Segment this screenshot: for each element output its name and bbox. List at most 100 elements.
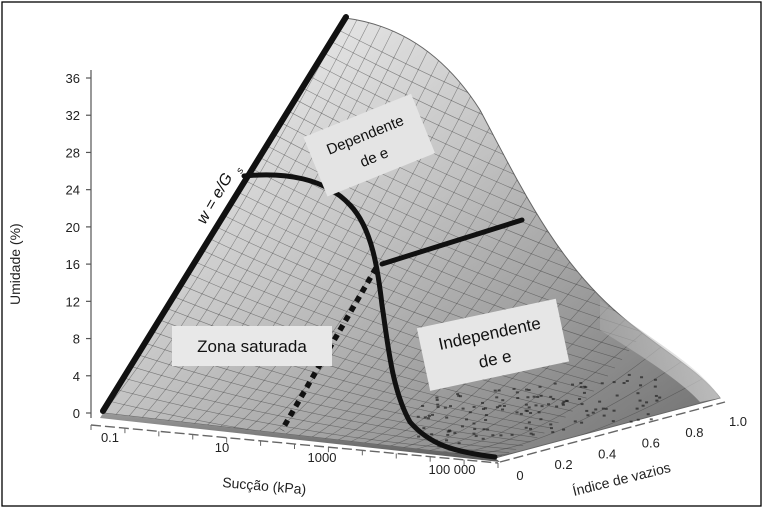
speckle-dot xyxy=(549,423,553,426)
mesh-line-col xyxy=(481,372,713,457)
speckle-dot xyxy=(493,389,497,392)
speckle-dot xyxy=(484,418,488,421)
speckle-dot xyxy=(421,404,425,407)
speckle-dot xyxy=(645,401,649,404)
speckle-dot xyxy=(446,430,450,433)
speckle-dot xyxy=(537,411,541,414)
independent-box xyxy=(416,298,570,391)
speckle-dot xyxy=(498,404,502,407)
speckle-dot xyxy=(529,427,533,430)
speckle-dot xyxy=(531,433,535,436)
mesh-line-col xyxy=(128,19,371,417)
speckle-dot xyxy=(427,414,431,417)
speckle-dot xyxy=(501,408,505,411)
speckle-dot xyxy=(486,428,490,431)
speckle-dot xyxy=(625,379,629,382)
surface-fill xyxy=(102,17,721,459)
speckle-dot xyxy=(627,373,631,376)
speckle-dot xyxy=(525,388,529,391)
speckle-dot xyxy=(641,404,645,407)
speckle-dot xyxy=(658,396,662,399)
base-speckle xyxy=(416,373,662,447)
mesh-line-row xyxy=(174,296,566,418)
speckle-dot xyxy=(453,432,457,435)
speckle-dot xyxy=(529,411,533,414)
speckle-dot xyxy=(629,420,633,423)
mesh-line-row xyxy=(131,366,524,447)
z-tick-label: 0.4 xyxy=(598,446,616,461)
speckle-dot xyxy=(457,394,461,397)
speckle-dot xyxy=(473,428,477,431)
x-axis-title: Sucção (kPa) xyxy=(222,474,307,497)
speckle-dot xyxy=(551,398,555,401)
speckle-dot xyxy=(446,433,450,436)
speckle-dot xyxy=(445,439,449,442)
mesh-line-col xyxy=(233,60,472,429)
speckle-dot xyxy=(445,416,449,419)
speckle-dot xyxy=(468,411,472,414)
speckle-dot xyxy=(582,391,586,394)
mesh-line-row xyxy=(138,354,531,443)
mesh-line-col xyxy=(115,18,358,415)
speckle-dot xyxy=(526,396,530,399)
speckle-dot xyxy=(534,404,538,407)
speckle-dot xyxy=(636,392,640,395)
speckle-dot xyxy=(612,381,616,384)
mesh-line-row xyxy=(230,203,623,360)
speckle-dot xyxy=(573,420,577,423)
speckle-dot xyxy=(536,395,540,398)
speckle-dot xyxy=(553,382,557,385)
speckle-dot xyxy=(457,442,461,445)
speckle-dot xyxy=(465,418,469,421)
x-tick-label: 1000 xyxy=(308,450,337,465)
speckle-dot xyxy=(604,407,608,410)
speckle-dot xyxy=(497,389,501,392)
speckle-dot xyxy=(549,395,553,398)
speckle-dot xyxy=(584,386,588,389)
speckle-dot xyxy=(586,414,590,417)
speckle-dot xyxy=(449,405,453,408)
y-tick-label: 20 xyxy=(66,220,80,235)
dependent-boundary-line xyxy=(379,217,525,267)
y-tick-label: 4 xyxy=(73,369,80,384)
speckle-dot xyxy=(435,398,439,401)
mesh-line-col xyxy=(246,68,485,430)
speckle-dot xyxy=(562,400,566,403)
y-axis-title: Umidade (%) xyxy=(7,223,23,305)
z-axis-line xyxy=(499,401,726,463)
y-tick-label: 0 xyxy=(73,406,80,421)
mesh-line-col xyxy=(141,21,384,418)
x-tick-label: 0.1 xyxy=(101,430,119,445)
y-axis: 0 4 8 12 16 20 24 28 32 36 Umidade (%) xyxy=(7,70,92,421)
y-tick-label: 16 xyxy=(66,257,80,272)
speckle-dot xyxy=(443,406,447,409)
speckle-dot xyxy=(495,406,499,409)
speckle-dot xyxy=(460,425,464,428)
speckle-dot xyxy=(527,406,531,409)
speckle-dot xyxy=(539,418,543,421)
speckle-dot xyxy=(639,384,643,387)
speckle-dot xyxy=(519,412,523,415)
speckle-dot xyxy=(561,402,565,405)
mesh-line-col xyxy=(285,100,523,435)
x-axis: 0.1 10 1000 100 000 Sucção (kPa) xyxy=(90,424,499,497)
speckle-dot xyxy=(598,400,602,403)
surface-shoulder xyxy=(600,300,720,402)
speckle-dot xyxy=(622,382,626,385)
speckle-dot xyxy=(527,388,531,391)
speckle-dot xyxy=(638,399,642,402)
z-tick-label: 0.8 xyxy=(685,425,703,440)
speckle-dot xyxy=(495,396,499,399)
z-tick-label: 0.6 xyxy=(642,436,660,451)
mesh-line-col xyxy=(168,28,409,421)
mesh-line-row xyxy=(209,238,601,385)
speckle-dot xyxy=(481,437,485,440)
speckle-dot xyxy=(447,429,451,432)
speckle-dot xyxy=(436,405,440,408)
speckle-dot xyxy=(499,434,503,437)
y-tick-label: 32 xyxy=(66,108,80,123)
surface xyxy=(102,17,721,459)
speckle-dot xyxy=(551,431,555,434)
